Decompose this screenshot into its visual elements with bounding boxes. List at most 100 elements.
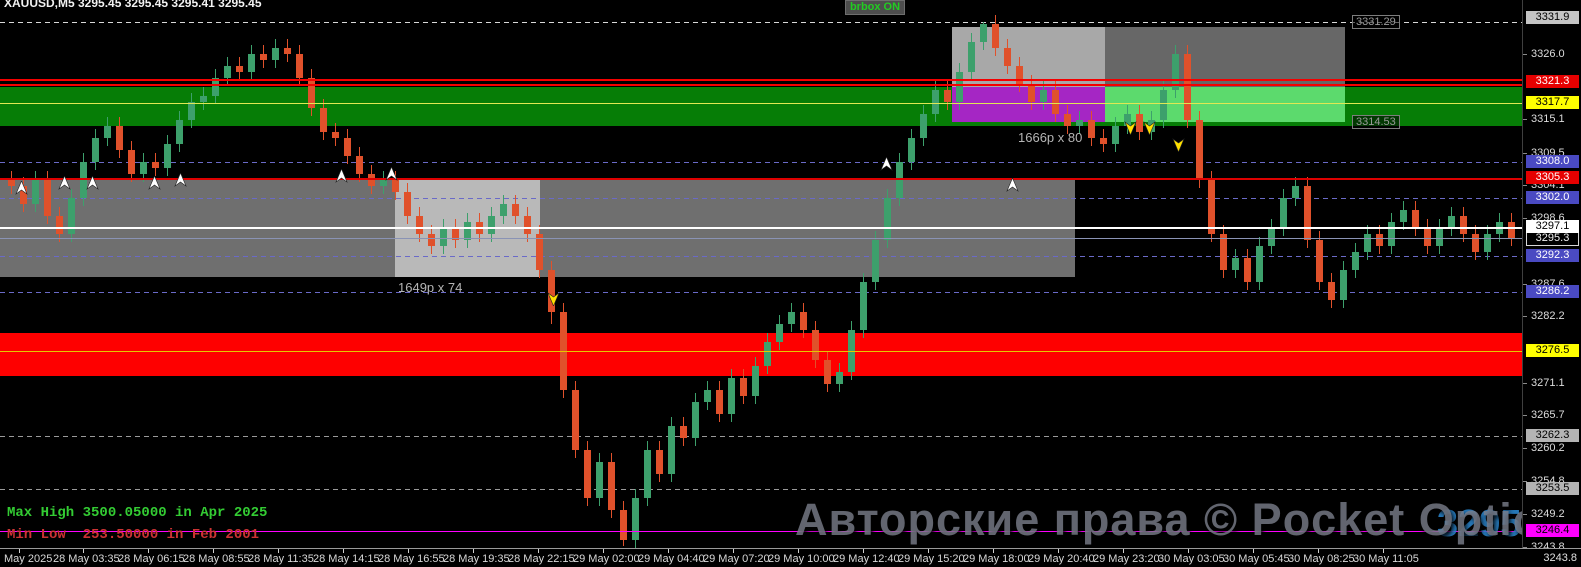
candle-body	[1016, 65, 1023, 84]
time-tick-label: 29 May 15:20	[898, 553, 965, 565]
price-badge: 3246.4	[1526, 524, 1579, 538]
candle-body	[236, 65, 243, 72]
candle-body	[1304, 185, 1311, 240]
price-tick-label: 3271.1	[1531, 377, 1565, 389]
time-tick-mark	[278, 549, 279, 553]
candle-body	[524, 215, 531, 234]
price-axis[interactable]: 3326.0 3315.1 3309.5 3304.1 3298.6 3287.6 3282…	[1522, 0, 1581, 553]
candle-body	[1508, 221, 1515, 238]
candle-body	[740, 377, 747, 396]
time-tick-mark	[1123, 549, 1124, 553]
min-low-note: Min Low 253.50000 in Feb 2001	[7, 527, 260, 543]
candle-body	[1028, 83, 1035, 102]
price-tick-label: 3249.2	[1531, 508, 1565, 521]
price-tick-mark	[1523, 514, 1527, 516]
candle-body	[332, 131, 339, 138]
candle-body	[1316, 239, 1323, 282]
time-tick-label: 29 May 04:40	[638, 553, 705, 565]
time-tick-mark	[863, 549, 864, 553]
candle-body	[1160, 89, 1167, 120]
candle-body	[860, 281, 867, 330]
candle-body	[200, 95, 207, 102]
candle-body	[56, 215, 63, 234]
candle-body	[1256, 245, 1263, 282]
time-tick-mark	[1318, 549, 1319, 553]
candle-body	[116, 125, 123, 150]
chart-title: XAUUSD,M5 3295.45 3295.45 3295.41 3295.4…	[4, 0, 262, 10]
price-tick-mark	[1523, 480, 1527, 482]
candle-body	[1352, 251, 1359, 270]
time-tick-mark	[538, 549, 539, 553]
candle-body	[812, 329, 819, 360]
price-badge: 3253.5	[1526, 481, 1579, 495]
candle-body	[980, 23, 987, 42]
candle-body	[1460, 215, 1467, 234]
candle-body	[956, 71, 963, 102]
candle-body	[1076, 119, 1083, 126]
candle-body	[932, 89, 939, 114]
brbox-toggle-button[interactable]: brbox ON	[845, 0, 905, 15]
candle-body	[1232, 257, 1239, 270]
candle-body	[356, 155, 363, 174]
time-tick-label: 30 May 11:05	[1353, 553, 1419, 565]
candle-body	[428, 233, 435, 246]
candle-body	[176, 119, 183, 144]
price-badge: 3321.3	[1526, 74, 1579, 88]
candle-body	[1364, 233, 1371, 252]
dashed-level-line	[0, 435, 1523, 437]
price-badge: 3262.3	[1526, 428, 1579, 442]
candle-body	[1328, 281, 1335, 300]
price-tick-mark	[1523, 152, 1527, 154]
candle-body	[380, 179, 387, 186]
dashed-level-line	[0, 161, 1523, 163]
candle-body	[1436, 227, 1443, 246]
candle-body	[128, 149, 135, 174]
candle-body	[692, 401, 699, 438]
price-tick-mark	[1523, 448, 1527, 450]
price-tick-mark	[1523, 185, 1527, 186]
price-tick-label: 3265.7	[1531, 409, 1565, 422]
candle-body	[1388, 221, 1395, 246]
price-level-box-label: 3314.53	[1352, 115, 1400, 130]
time-tick-label: 29 May 18:00	[963, 553, 1030, 565]
time-tick-mark	[473, 549, 474, 553]
price-tick-mark	[1523, 383, 1527, 384]
candle-body	[548, 269, 555, 312]
candle-body	[152, 161, 159, 168]
dashed-level-line	[0, 21, 1523, 23]
candle-body	[908, 137, 915, 162]
candle-body	[668, 425, 675, 474]
candle-body	[884, 197, 891, 240]
candle-body	[8, 179, 15, 186]
buy-signal-arrow-icon	[174, 172, 187, 188]
candle-body	[308, 77, 315, 108]
sell-signal-arrow-icon	[547, 291, 560, 308]
time-tick-mark	[603, 549, 604, 553]
price-tick-label: 3260.2	[1531, 442, 1565, 455]
candle-body	[20, 185, 27, 204]
candle-body	[260, 53, 267, 60]
time-tick-mark	[83, 549, 84, 553]
level-line	[0, 79, 1523, 82]
candle-body	[764, 341, 771, 366]
red-support-band	[0, 333, 1523, 376]
candle-body	[392, 179, 399, 192]
candle-body	[488, 215, 495, 234]
candle-body	[620, 509, 627, 540]
candle-body	[1040, 89, 1047, 102]
candle-body	[608, 461, 615, 510]
time-tick-mark	[1058, 549, 1059, 553]
time-tick-label: 28 May 11:35	[248, 553, 314, 565]
candle-body	[1412, 209, 1419, 228]
time-axis[interactable]: 3243.8 May 2025 28 May 03:35 28 May 06:15 2…	[0, 548, 1581, 567]
candle-body	[536, 233, 543, 270]
supply-box-light-gray	[952, 27, 1105, 88]
price-tick-mark	[1523, 284, 1527, 285]
price-boxed-tick: 3295.3	[1526, 230, 1579, 246]
price-tick-mark	[1523, 119, 1527, 120]
chart-canvas[interactable]: 1666p x 80 1649p x 74 3331.29 3314.53 Max H…	[0, 0, 1523, 549]
level-line	[0, 237, 1523, 239]
price-badge: 3292.3	[1526, 248, 1579, 262]
price-tick-mark	[1523, 415, 1527, 417]
candle-body	[968, 41, 975, 72]
